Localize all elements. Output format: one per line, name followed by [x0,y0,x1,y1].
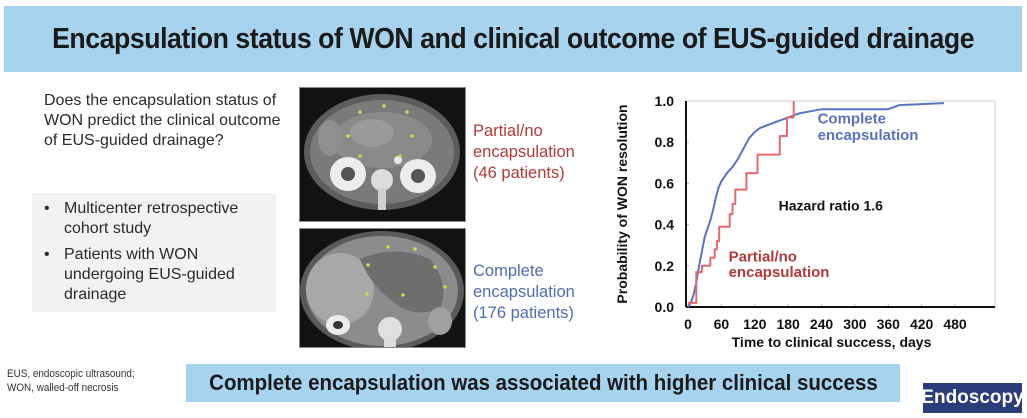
y-axis-label: Probability of WON resolution [614,104,630,303]
methods-bullet: Patients with WON undergoing EUS-guided … [44,245,276,305]
x-axis-label: Time to clinical success, days [732,334,932,350]
ct-label-count: (46 patients) [473,164,565,182]
ct-scan-illustration [300,229,465,347]
resolution-chart: 0.0 0.2 0.4 0.6 0.8 1.0 0 60 120 180 240 300 360 420… [600,88,1027,360]
ct-label-line: encapsulation [473,143,575,161]
x-tick-label: 180 [776,316,800,332]
research-question: Does the encapsulation status of WON pre… [44,92,281,149]
ct-image-complete [299,228,466,348]
ct-label-line: encapsulation [473,283,575,301]
y-axis-ticks: 0.0 0.2 0.4 0.6 0.8 1.0 [655,93,689,315]
title-banner: Encapsulation status of WON and clinical… [4,6,1022,72]
methods-box: Multicenter retrospective cohort study P… [32,193,276,312]
footnote-line: WON, walled-off necrosis [7,382,119,394]
y-tick-label: 0.4 [655,217,675,233]
series-label-partial: encapsulation [729,264,830,281]
ct-label-complete: Complete encapsulation (176 patients) [473,261,575,324]
ct-label-line: Partial/no [473,122,543,140]
series-label-partial: Partial/no [729,249,797,266]
abbreviations-footnote: EUS, endoscopic ultrasound; WON, walled-… [7,367,135,395]
y-tick-label: 0.6 [655,175,675,191]
series-label-complete: encapsulation [818,127,919,144]
x-tick-label: 120 [743,316,767,332]
y-tick-label: 0.8 [655,134,675,150]
methods-list: Multicenter retrospective cohort study P… [32,193,276,305]
ct-label-count: (176 patients) [473,304,574,322]
series-group [687,101,944,308]
ct-image-partial [299,87,466,222]
x-tick-label: 420 [910,316,934,332]
series-line-partial [688,101,795,304]
x-tick-label: 480 [943,316,967,332]
conclusion-text: Complete encapsulation was associated wi… [208,370,878,395]
footnote-line: EUS, endoscopic ultrasound; [7,368,135,380]
journal-logo: Endoscopy [921,383,1024,413]
conclusion-banner: Complete encapsulation was associated wi… [186,364,900,402]
x-tick-label: 240 [810,316,834,332]
x-tick-label: 60 [714,316,730,332]
chart-svg: 0.0 0.2 0.4 0.6 0.8 1.0 0 60 120 180 240 300 360 420… [614,93,996,350]
page-title: Encapsulation status of WON and clinical… [51,22,974,55]
ct-label-partial: Partial/no encapsulation (46 patients) [473,121,575,184]
y-tick-label: 1.0 [655,93,675,109]
series-label-complete: Complete [818,111,886,128]
x-tick-label: 360 [877,316,901,332]
y-tick-label: 0.2 [655,258,675,274]
x-tick-label: 300 [843,316,867,332]
hazard-ratio-annotation: Hazard ratio 1.6 [779,197,883,213]
x-axis-ticks: 0 60 120 180 240 300 360 420 480 [684,304,967,332]
y-tick-label: 0.0 [655,299,675,315]
x-tick-label: 0 [684,316,692,332]
series-line-complete [687,102,944,308]
ct-label-line: Complete [473,262,544,280]
ct-scan-illustration [300,88,465,221]
methods-bullet: Multicenter retrospective cohort study [44,199,276,239]
